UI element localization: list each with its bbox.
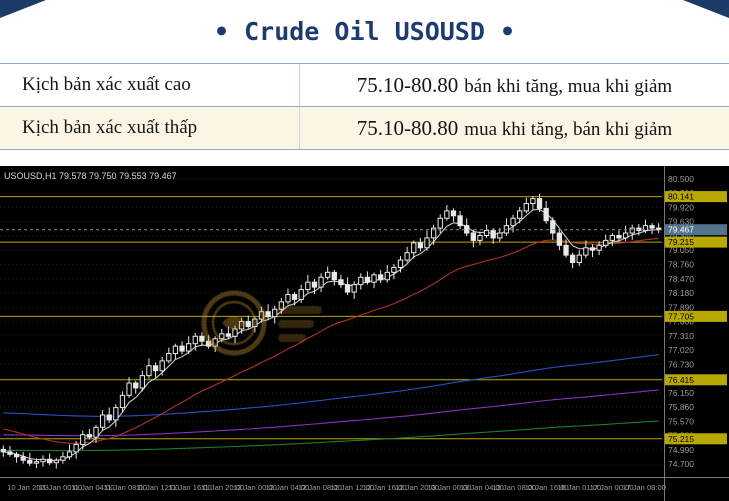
svg-text:13 Jan 16:00: 13 Jan 16:00 — [525, 483, 569, 492]
moving-average-lines — [3, 208, 659, 462]
scenario-row-low: Kịch bản xác xuất thấp 75.10-80.80 mua kh… — [0, 107, 729, 150]
svg-text:80.500: 80.500 — [668, 174, 694, 184]
scenario-label-high: Kịch bản xác xuất cao — [0, 64, 300, 106]
svg-text:78.760: 78.760 — [668, 260, 694, 270]
svg-text:12 Jan 00:00: 12 Jan 00:00 — [233, 483, 277, 492]
svg-text:79.920: 79.920 — [668, 202, 694, 212]
scenario-value-high: 75.10-80.80 bán khi tăng, mua khi giảm — [300, 64, 729, 106]
svg-text:77.705: 77.705 — [668, 311, 694, 321]
svg-text:11 Jan 00:00: 11 Jan 00:00 — [39, 483, 82, 492]
ma-slow-green-line — [3, 420, 659, 452]
svg-text:79.340: 79.340 — [668, 231, 694, 241]
svg-text:75.215: 75.215 — [668, 434, 694, 444]
svg-text:13 Jan 08:00: 13 Jan 08:00 — [492, 483, 536, 492]
svg-text:74.700: 74.700 — [668, 459, 694, 469]
chart-canvas: 80.50080.21079.92079.63079.34079.05078.7… — [0, 166, 729, 501]
svg-text:12 Jan 20:00: 12 Jan 20:00 — [395, 483, 439, 492]
trade-instruction-high: bán khi tăng, mua khi giảm — [464, 76, 673, 97]
svg-text:78.470: 78.470 — [668, 274, 694, 284]
title-row: • Crude Oil USOUSD • — [0, 0, 729, 63]
svg-text:10 Jan 2023: 10 Jan 2023 — [7, 483, 49, 492]
current-price-tag: 79.467 — [665, 224, 727, 236]
svg-text:11 Jan 08:00: 11 Jan 08:00 — [104, 483, 147, 492]
svg-text:80.141: 80.141 — [668, 192, 694, 202]
pivot-price-tags: 80.141 79.215 77.705 76.415 75.215 — [665, 191, 727, 445]
scenario-label-low: Kịch bản xác xuất thấp — [0, 107, 300, 149]
price-range-low: 75.10-80.80 — [356, 116, 459, 140]
chart-panel: 80.50080.21079.92079.63079.34079.05078.7… — [0, 166, 729, 501]
svg-text:75.570: 75.570 — [668, 416, 694, 426]
svg-text:16 Jan 01:00: 16 Jan 01:00 — [557, 483, 601, 492]
svg-text:12 Jan 04:00: 12 Jan 04:00 — [265, 483, 309, 492]
chart-symbol-info: USOUSD,H1 79.578 79.750 79.553 79.467 — [4, 171, 177, 181]
svg-text:78.180: 78.180 — [668, 288, 694, 298]
page-title: • Crude Oil USOUSD • — [213, 17, 516, 46]
corner-decoration-left — [0, 0, 46, 18]
svg-text:12 Jan 12:00: 12 Jan 12:00 — [330, 483, 374, 492]
svg-text:79.630: 79.630 — [668, 217, 694, 227]
scenario-table: Kịch bản xác xuất cao 75.10-80.80 bán khi… — [0, 63, 729, 150]
svg-text:11 Jan 16:00: 11 Jan 16:00 — [168, 483, 211, 492]
svg-text:12 Jan 08:00: 12 Jan 08:00 — [298, 483, 342, 492]
ma-fast-white-line — [3, 208, 659, 462]
svg-text:79.050: 79.050 — [668, 245, 694, 255]
scenario-value-low: 75.10-80.80 mua khi tăng, bán khi giảm — [300, 107, 729, 149]
corner-decoration-right — [683, 0, 729, 18]
svg-text:77.890: 77.890 — [668, 302, 694, 312]
svg-text:13 Jan 00:00: 13 Jan 00:00 — [428, 483, 472, 492]
svg-text:74.990: 74.990 — [668, 445, 694, 455]
svg-text:77.310: 77.310 — [668, 331, 694, 341]
svg-text:76.730: 76.730 — [668, 359, 694, 369]
pivot-lines — [0, 196, 662, 440]
trade-instruction-low: mua khi tăng, bán khi giảm — [464, 119, 673, 140]
svg-text:13 Jan 04:00: 13 Jan 04:00 — [460, 483, 504, 492]
ma-mid-red-line — [3, 237, 659, 444]
ma-slow-blue-line — [3, 354, 659, 417]
svg-text:75.860: 75.860 — [668, 402, 694, 412]
scenario-row-high: Kịch bản xác xuất cao 75.10-80.80 bán khi… — [0, 64, 729, 107]
svg-text:11 Jan 20:00: 11 Jan 20:00 — [201, 483, 244, 492]
ma-slow-purple-line — [3, 389, 659, 437]
svg-text:11 Jan 04:00: 11 Jan 04:00 — [71, 483, 114, 492]
price-range-high: 75.10-80.80 — [356, 73, 459, 97]
svg-text:77.020: 77.020 — [668, 345, 694, 355]
svg-text:11 Jan 12:00: 11 Jan 12:00 — [136, 483, 179, 492]
price-chart: 80.50080.21079.92079.63079.34079.05078.7… — [0, 166, 729, 501]
svg-text:76.150: 76.150 — [668, 388, 694, 398]
svg-text:76.415: 76.415 — [668, 375, 694, 385]
svg-text:12 Jan 16:00: 12 Jan 16:00 — [363, 483, 407, 492]
svg-text:17 Jan 00:00: 17 Jan 00:00 — [590, 483, 634, 492]
svg-text:79.215: 79.215 — [668, 237, 694, 247]
candles-layer — [0, 193, 662, 469]
svg-text:17 Jan 08:00: 17 Jan 08:00 — [622, 483, 666, 492]
svg-text:79.467: 79.467 — [668, 225, 694, 235]
